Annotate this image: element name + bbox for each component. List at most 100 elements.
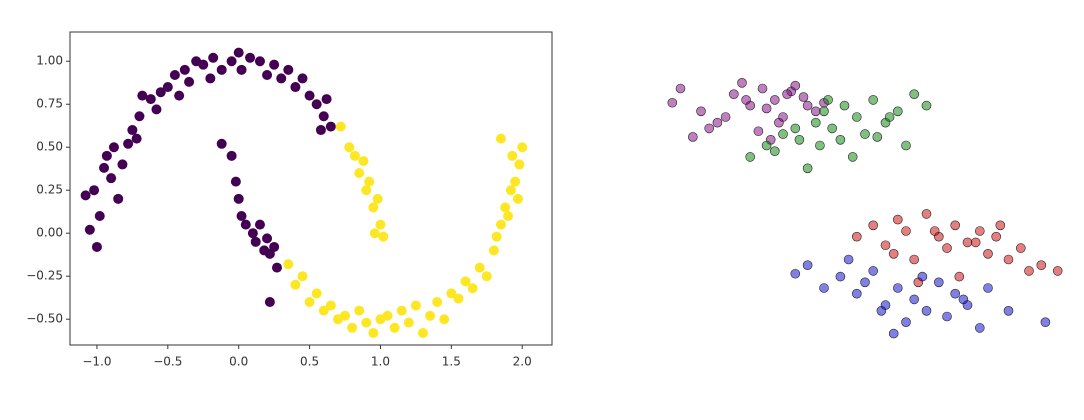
point: [254, 219, 265, 230]
point: [888, 249, 899, 259]
point: [909, 294, 920, 305]
y-tick-label: 0.50: [36, 140, 63, 154]
point: [283, 64, 294, 75]
point: [827, 123, 838, 134]
point: [396, 305, 407, 316]
point: [432, 297, 443, 308]
point: [769, 146, 780, 156]
point: [954, 271, 965, 282]
point: [720, 112, 731, 122]
point: [495, 133, 506, 144]
point: [262, 69, 273, 80]
point: [884, 112, 895, 122]
point: [790, 123, 801, 134]
point: [495, 219, 506, 230]
point: [439, 314, 450, 325]
point: [876, 305, 887, 316]
point: [728, 89, 739, 99]
point: [488, 245, 499, 256]
point: [1003, 305, 1014, 316]
point: [340, 310, 351, 321]
point: [304, 297, 315, 308]
y-tick-label: −0.25: [26, 269, 63, 283]
point: [417, 327, 428, 338]
point: [737, 78, 747, 88]
point: [970, 237, 981, 248]
point: [368, 327, 379, 338]
point: [325, 121, 336, 132]
point: [184, 76, 195, 87]
point: [297, 73, 308, 84]
point: [901, 317, 911, 328]
point: [84, 224, 95, 235]
point: [901, 140, 911, 151]
point: [761, 103, 772, 114]
point: [453, 293, 464, 304]
point: [983, 283, 993, 293]
x-tick-label: 1.5: [442, 355, 461, 369]
point: [892, 214, 903, 225]
point: [503, 211, 514, 222]
point: [950, 288, 961, 299]
y-tick-label: 0.00: [36, 226, 63, 240]
point: [819, 283, 829, 293]
point: [169, 69, 180, 80]
point: [368, 202, 379, 213]
point: [283, 259, 294, 270]
point: [361, 317, 372, 328]
point: [761, 140, 772, 151]
point: [425, 310, 436, 321]
point: [991, 231, 1002, 242]
point: [810, 106, 821, 117]
point: [835, 271, 846, 282]
point: [179, 64, 190, 75]
point: [505, 185, 516, 196]
point: [851, 288, 862, 299]
point: [782, 89, 792, 99]
y-tick-label: 1.00: [36, 54, 63, 68]
point: [318, 111, 329, 122]
point: [460, 276, 471, 287]
point: [247, 228, 258, 239]
point: [958, 294, 969, 305]
point: [226, 56, 237, 67]
point: [950, 220, 961, 231]
point: [382, 310, 393, 321]
point: [909, 89, 920, 99]
point: [778, 129, 788, 139]
point: [868, 266, 879, 276]
point: [745, 152, 756, 162]
point: [798, 92, 809, 102]
point: [364, 176, 375, 187]
point: [276, 73, 287, 84]
point: [974, 323, 985, 333]
point: [250, 236, 261, 247]
point: [162, 82, 173, 93]
point: [290, 82, 301, 93]
point: [942, 243, 952, 253]
point: [790, 80, 801, 91]
point: [321, 94, 332, 105]
point: [99, 162, 110, 173]
point: [860, 129, 870, 139]
point: [91, 241, 102, 252]
point: [155, 87, 166, 98]
point: [108, 142, 119, 153]
point: [704, 123, 715, 134]
point: [1015, 243, 1026, 253]
point: [860, 277, 870, 288]
point: [1003, 254, 1014, 265]
point: [507, 150, 518, 161]
point: [712, 117, 723, 128]
point: [347, 322, 358, 333]
point: [94, 211, 105, 222]
point: [510, 176, 521, 187]
point: [311, 288, 322, 299]
point: [354, 305, 365, 316]
point: [174, 90, 185, 101]
y-tick-label: −0.50: [26, 312, 63, 326]
point: [117, 159, 128, 170]
point: [297, 271, 308, 282]
point: [205, 73, 216, 84]
point: [512, 193, 523, 204]
